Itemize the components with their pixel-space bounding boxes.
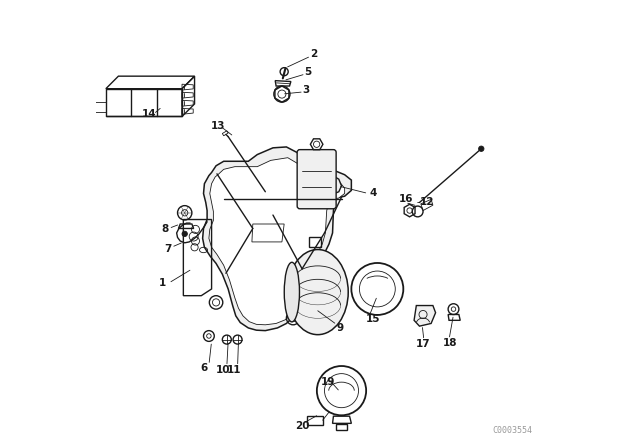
Ellipse shape <box>284 263 300 322</box>
Text: 19: 19 <box>321 377 335 387</box>
Polygon shape <box>310 175 342 195</box>
Text: 8: 8 <box>162 224 169 234</box>
Text: 7: 7 <box>164 244 172 254</box>
Text: 13: 13 <box>211 121 225 131</box>
Text: 15: 15 <box>365 314 380 324</box>
Text: 9: 9 <box>337 323 344 333</box>
Polygon shape <box>414 306 436 326</box>
Text: 2: 2 <box>310 49 317 59</box>
Ellipse shape <box>287 250 348 335</box>
Text: 18: 18 <box>443 338 457 348</box>
Text: 6: 6 <box>200 363 207 373</box>
Text: 4: 4 <box>369 188 376 198</box>
Polygon shape <box>203 147 351 331</box>
Text: 3: 3 <box>302 85 309 95</box>
Text: 16: 16 <box>399 194 413 204</box>
Circle shape <box>182 231 188 237</box>
Text: 12: 12 <box>419 198 434 207</box>
Text: 17: 17 <box>416 339 430 349</box>
Text: C0003554: C0003554 <box>493 426 532 435</box>
Text: 20: 20 <box>295 422 309 431</box>
FancyBboxPatch shape <box>297 150 336 209</box>
Text: 5: 5 <box>304 67 311 77</box>
Text: 14: 14 <box>141 109 156 119</box>
Text: 10: 10 <box>216 365 230 375</box>
Text: 11: 11 <box>227 365 241 375</box>
Polygon shape <box>209 158 345 325</box>
Polygon shape <box>252 224 284 242</box>
Circle shape <box>479 146 484 151</box>
Text: 1: 1 <box>159 278 166 288</box>
